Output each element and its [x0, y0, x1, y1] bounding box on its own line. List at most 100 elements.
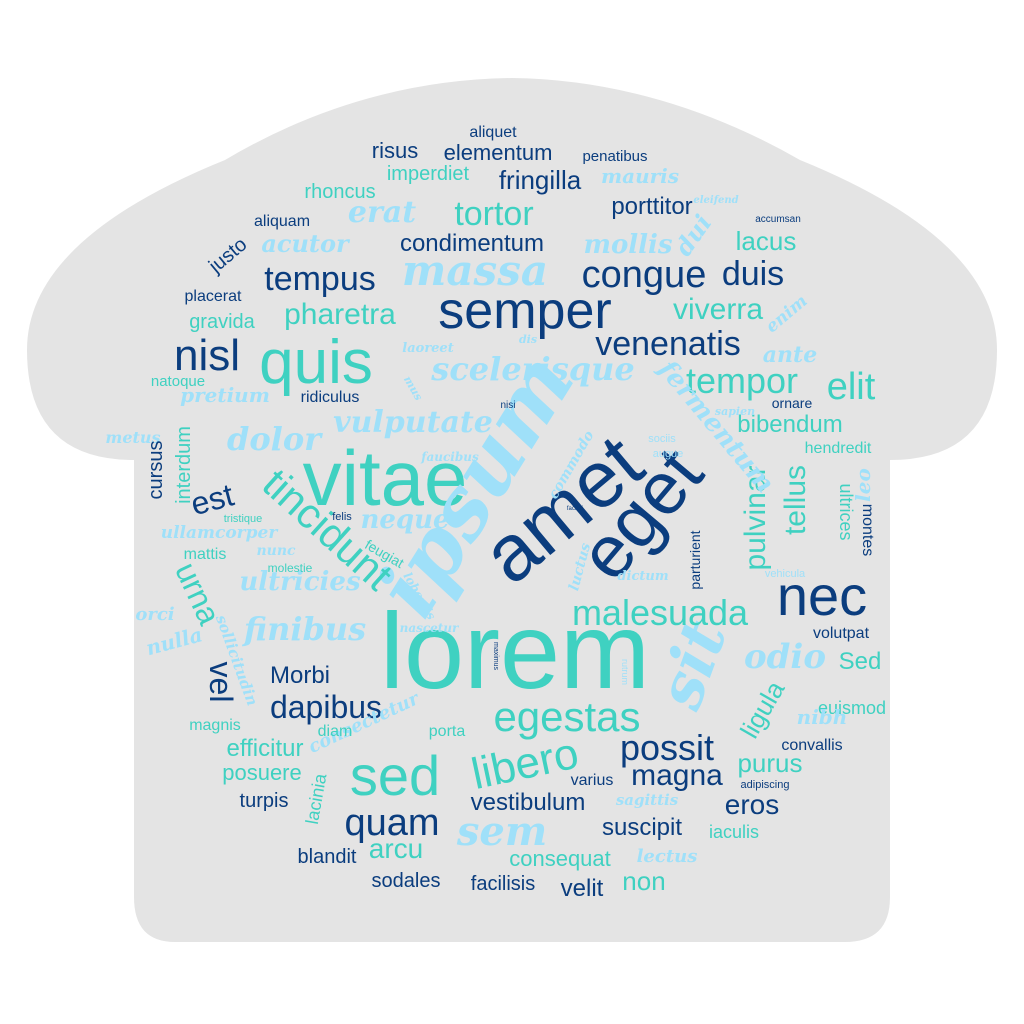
word-venenatis: venenatis [595, 325, 741, 363]
word-congue: congue [582, 254, 707, 296]
word-ornare: ornare [772, 395, 813, 411]
word-ante: ante [763, 342, 817, 368]
word-blandit: blandit [298, 846, 357, 868]
word-eros: eros [725, 789, 779, 820]
word-vestibulum: vestibulum [471, 789, 586, 816]
word-turpis: turpis [240, 790, 289, 812]
word-possit: possit [620, 727, 714, 768]
word-nisi: nisi [500, 400, 515, 411]
word-faucibus: faucibus [420, 450, 479, 464]
word-duis: duis [722, 255, 784, 293]
word-placerat: placerat [185, 288, 242, 305]
word-velit: velit [561, 875, 604, 902]
word-gravida: gravida [189, 311, 255, 333]
word-rhoncus: rhoncus [304, 181, 375, 203]
word-imperdiet: imperdiet [387, 163, 470, 185]
word-eleifend: eleifend [693, 195, 738, 206]
word-Sed: Sed [839, 648, 882, 675]
word-accumsan: accumsan [755, 214, 801, 225]
word-vel: vel [203, 662, 239, 703]
word-nec: nec [777, 564, 867, 627]
word-sodales: sodales [372, 870, 441, 892]
word-suscipit: suscipit [602, 814, 682, 841]
word-interdum: interdum [173, 426, 195, 504]
word-fringilla: fringilla [499, 165, 582, 195]
word-montes: montes [859, 504, 876, 556]
word-risus: risus [372, 138, 418, 163]
word-Morbi: Morbi [270, 662, 330, 689]
word-semper: semper [438, 282, 611, 340]
word-ultricies: ultricies [239, 567, 361, 597]
word-ridiculus: ridiculus [301, 389, 360, 406]
word-augue: augue [653, 448, 684, 460]
word-dis: dis [519, 333, 537, 346]
bread-shape-background [27, 78, 997, 942]
word-nascetur: nascetur [400, 621, 460, 635]
word-ullamcorper: ullamcorper [161, 523, 279, 543]
word-lectus: lectus [637, 846, 698, 867]
word-tortor: tortor [454, 195, 533, 233]
word-sed: sed [350, 744, 440, 807]
word-malesuada: malesuada [572, 592, 749, 633]
word-sagittis: sagittis [616, 791, 679, 809]
word-hendredit: hendredit [805, 440, 872, 457]
word-vitae: vitae [303, 434, 468, 522]
word-finibus: finibus [242, 610, 366, 648]
word-tempus: tempus [264, 260, 376, 298]
word-cursus: cursus [145, 441, 167, 500]
word-egestas: egestas [493, 693, 640, 740]
word-non: non [622, 866, 665, 896]
word-magna: magna [631, 759, 723, 792]
word-mattis: mattis [184, 546, 227, 563]
word-parturient: parturient [687, 530, 703, 589]
word-posuere: posuere [222, 760, 302, 785]
word-ultrices: ultrices [836, 483, 856, 540]
word-dictum: dictum [617, 569, 668, 584]
word-porta: porta [429, 723, 466, 740]
word-vulputate: vulputate [333, 405, 493, 440]
word-rutrum: rutrum [620, 659, 630, 685]
word-quam: quam [344, 802, 439, 844]
word-metus: metus [105, 428, 160, 447]
word-bibendum: bibendum [737, 411, 842, 438]
word-penatibus: penatibus [582, 148, 647, 165]
word-quis: quis [259, 328, 373, 397]
word-elit: elit [827, 366, 876, 408]
word-mauris: mauris [601, 164, 679, 188]
word-efficitur: efficitur [227, 735, 304, 762]
word-iaculis: iaculis [709, 822, 759, 842]
word-orci: orci [135, 604, 174, 625]
word-felis: felis [332, 511, 352, 523]
word-tempor: tempor [686, 360, 798, 401]
word-nibh: nibh [797, 705, 848, 729]
word-adipiscing: adipiscing [741, 779, 790, 791]
word-vehicula: vehicula [765, 568, 806, 580]
word-erat: erat [348, 195, 416, 230]
word-molestie: molestie [268, 561, 313, 575]
word-lacus: lacus [736, 226, 797, 256]
word-diam: diam [318, 723, 353, 740]
word-nunc: nunc [256, 543, 296, 559]
word-dolor: dolor [227, 420, 323, 458]
word-consequat: consequat [509, 846, 611, 871]
word-magnis: magnis [189, 717, 241, 734]
word-pulvinar: pulvinar [739, 465, 772, 570]
word-facilisi: facilisi [567, 506, 583, 512]
word-pretium: pretium [180, 383, 270, 407]
word-leo: leo [851, 468, 875, 502]
word-scelerisque: scelerisque [430, 350, 634, 388]
word-viverra: viverra [673, 293, 763, 326]
word-sociis: sociis [648, 433, 676, 445]
word-aliquet: aliquet [469, 124, 517, 141]
word-porttitor: porttitor [611, 193, 692, 220]
word-dapibus: dapibus [270, 689, 382, 725]
word-sapien: sapien [715, 405, 755, 418]
word-pharetra: pharetra [284, 298, 396, 331]
word-laoreet: laoreet [402, 341, 453, 356]
word-massa: massa [402, 246, 548, 295]
word-elementum: elementum [444, 140, 553, 165]
word-lorem: lorem [380, 590, 650, 711]
word-acutor: acutor [261, 229, 351, 258]
word-nisl: nisl [174, 331, 240, 380]
word-volutpat: volutpat [813, 625, 870, 642]
